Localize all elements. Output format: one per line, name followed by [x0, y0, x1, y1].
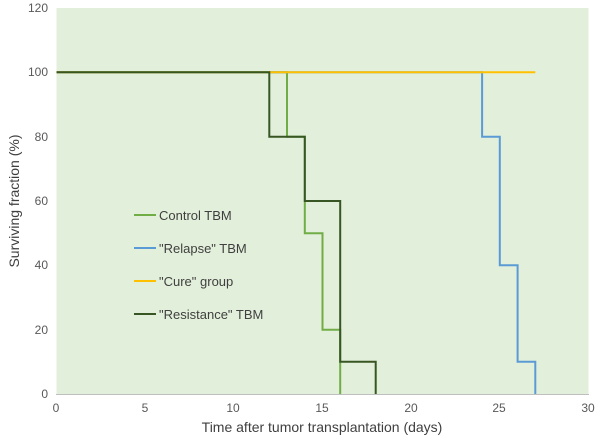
legend-label: "Relapse" TBM: [159, 240, 247, 256]
x-tick-15: 15: [315, 401, 329, 415]
y-tick-80: 80: [34, 130, 48, 144]
y-tick-60: 60: [34, 194, 48, 208]
series-line-control-tbm: [56, 71, 342, 394]
x-axis-title: Time after tumor transplantation (days): [201, 419, 443, 435]
legend-line-sample-resistance: [134, 313, 156, 315]
x-tick-5: 5: [141, 401, 149, 415]
legend-line-sample-control: [134, 214, 156, 216]
legend-item-control-tbm: Control TBM: [134, 206, 263, 224]
x-tick-0: 0: [52, 401, 60, 415]
x-tick-10: 10: [226, 401, 240, 415]
series-line-resistance-tbm: [56, 71, 377, 394]
legend: Control TBM "Relapse" TBM "Cure" group "…: [134, 206, 263, 338]
legend-label: "Cure" group: [159, 273, 234, 289]
y-tick-0: 0: [41, 387, 48, 401]
y-tick-100: 100: [27, 65, 48, 79]
series-line-relapse-tbm: [56, 71, 537, 394]
y-tick-20: 20: [34, 323, 48, 337]
legend-label: Control TBM: [159, 207, 232, 223]
y-tick-120: 120: [27, 1, 48, 15]
x-tick-20: 20: [404, 401, 418, 415]
x-tick-30: 30: [581, 401, 595, 415]
legend-line-sample-cure: [134, 280, 156, 282]
legend-item-resistance-tbm: "Resistance" TBM: [134, 305, 263, 323]
y-tick-40: 40: [34, 258, 48, 272]
y-axis-title: Surviving fraction (%): [6, 134, 22, 268]
x-tick-25: 25: [492, 401, 506, 415]
legend-line-sample-relapse: [134, 247, 156, 249]
legend-item-relapse-tbm: "Relapse" TBM: [134, 239, 263, 257]
legend-label: "Resistance" TBM: [159, 306, 264, 322]
legend-item-cure-group: "Cure" group: [134, 272, 263, 290]
